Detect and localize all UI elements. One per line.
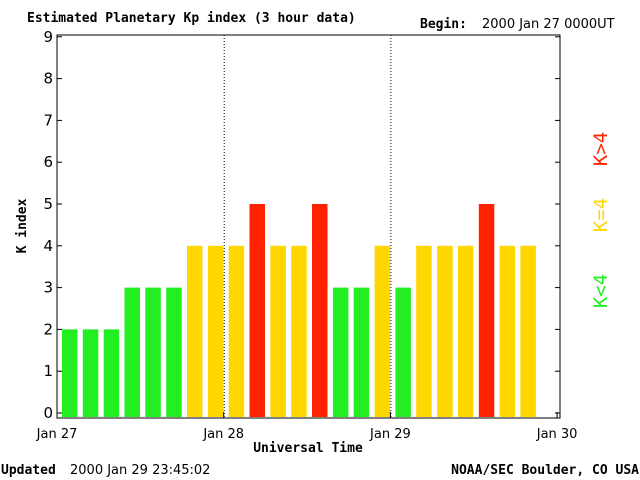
kp-bar bbox=[416, 245, 432, 417]
source-credit: NOAA/SEC Boulder, CO USA bbox=[451, 463, 639, 478]
y-tick-label: 3 bbox=[43, 279, 53, 297]
kp-bar bbox=[499, 245, 516, 417]
y-tick-label: 6 bbox=[43, 153, 53, 171]
x-tick-label: Jan 30 bbox=[536, 427, 578, 442]
kp-bar bbox=[145, 287, 161, 417]
begin-value: 2000 Jan 27 0000UT bbox=[482, 17, 615, 32]
y-tick-label: 4 bbox=[43, 237, 53, 255]
kp-bar bbox=[82, 329, 99, 417]
x-tick-label: Jan 28 bbox=[202, 427, 244, 442]
y-tick-label: 5 bbox=[43, 195, 53, 213]
kp-bar bbox=[353, 287, 370, 417]
kp-bar bbox=[166, 287, 182, 417]
kp-bar bbox=[228, 245, 245, 417]
kp-bar bbox=[187, 245, 203, 417]
legend-k-equal-4: K=4 bbox=[590, 198, 612, 232]
kp-bar bbox=[249, 204, 265, 417]
kp-bar bbox=[291, 245, 307, 417]
legend-k-above-4: K>4 bbox=[590, 132, 612, 166]
kp-bar bbox=[332, 287, 349, 417]
legend-k-below-4: K<4 bbox=[590, 274, 612, 308]
kp-bar bbox=[520, 245, 536, 417]
y-axis: 0 1 2 3 4 5 6 7 8 9 bbox=[43, 28, 560, 422]
day-divider-lines bbox=[223, 35, 392, 418]
x-axis: Jan 27 Jan 28 Jan 29 Jan 30 bbox=[36, 412, 578, 442]
y-tick-label: 9 bbox=[43, 28, 53, 46]
begin-label: Begin: bbox=[420, 17, 467, 32]
y-tick-label: 0 bbox=[43, 404, 53, 422]
y-tick-label: 1 bbox=[43, 362, 53, 380]
kp-bar bbox=[457, 245, 474, 417]
plot-frame bbox=[56, 34, 561, 419]
x-tick-label: Jan 27 bbox=[36, 427, 78, 442]
bar-series bbox=[62, 204, 536, 417]
y-tick-label: 8 bbox=[43, 70, 53, 88]
kp-bar bbox=[62, 329, 78, 417]
updated-label: Updated bbox=[1, 463, 56, 478]
kp-bar bbox=[207, 245, 224, 417]
updated-value: 2000 Jan 29 23:45:02 bbox=[70, 463, 210, 478]
chart-title: Estimated Planetary Kp index (3 hour dat… bbox=[27, 11, 356, 26]
y-tick-label: 2 bbox=[43, 320, 53, 338]
kp-bar bbox=[437, 245, 453, 417]
kp-bar bbox=[312, 204, 328, 417]
kp-bar bbox=[395, 287, 411, 417]
kp-bar bbox=[478, 204, 495, 417]
kp-bar bbox=[124, 287, 140, 417]
x-tick-label: Jan 29 bbox=[369, 427, 411, 442]
y-axis-title: K index bbox=[15, 198, 30, 253]
kp-bar bbox=[374, 245, 391, 417]
kp-bar bbox=[270, 245, 286, 417]
kp-bar bbox=[103, 329, 120, 417]
y-tick-label: 7 bbox=[43, 111, 53, 129]
x-axis-title: Universal Time bbox=[253, 441, 363, 456]
